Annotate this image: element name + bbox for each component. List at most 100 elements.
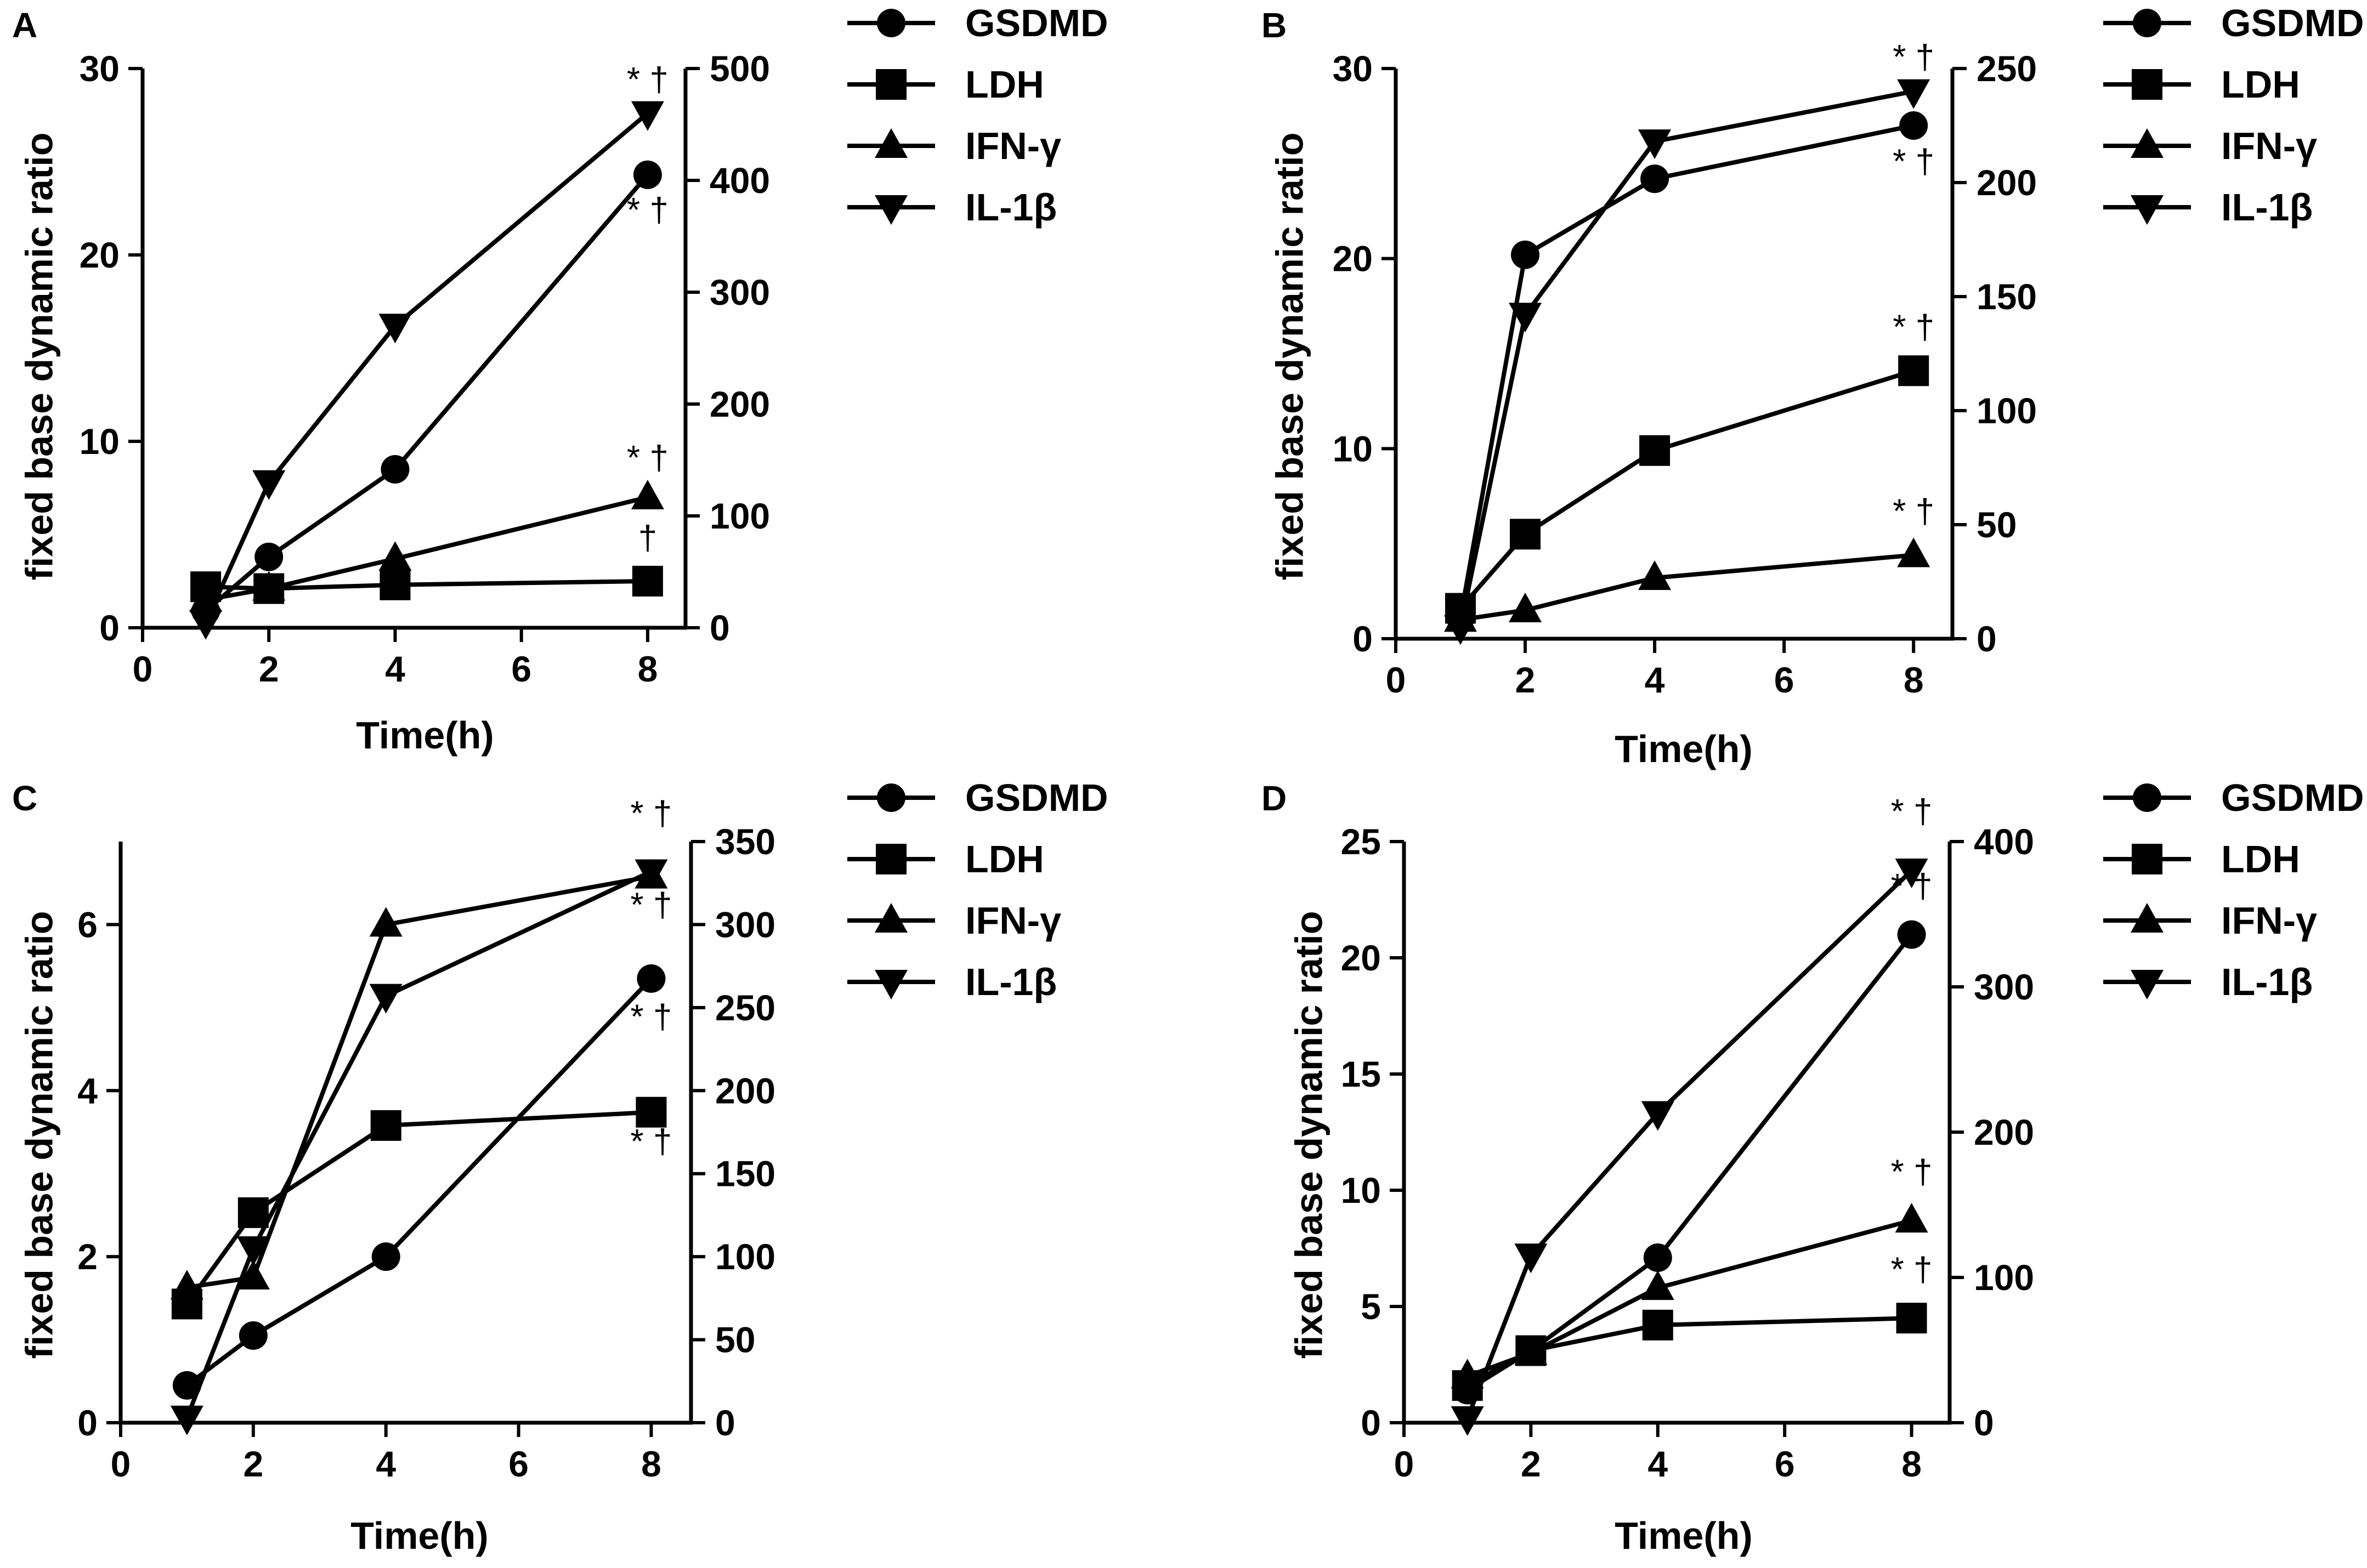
y-axis-label: fixed base dynamic ratio: [1287, 911, 1330, 1359]
x-tick-label: 4: [1645, 660, 1665, 700]
y-tick-label-right: 350: [715, 821, 775, 862]
y-tick-label-left: 6: [77, 904, 98, 945]
legend-marker: [875, 903, 908, 933]
data-point-il-1beta: [1641, 1101, 1674, 1131]
data-point-il-1beta: [170, 1405, 203, 1435]
y-tick-label-right: 50: [715, 1320, 755, 1360]
legend-marker: [2132, 844, 2162, 874]
data-point-ldh: [1896, 1303, 1927, 1334]
data-point-ifn-gamma: [252, 571, 286, 601]
legend-marker: [2132, 69, 2162, 100]
legend-marker: [877, 783, 905, 812]
y-tick-label-left: 30: [1333, 48, 1373, 89]
x-tick-label: 8: [1901, 1444, 1922, 1484]
data-point-gsdmd: [1643, 1243, 1672, 1272]
y-tick-label-left: 0: [77, 1402, 98, 1443]
y-tick-label-right: 500: [710, 48, 770, 89]
series-line-ifn-gamma: [186, 874, 652, 1290]
data-point-gsdmd: [371, 1242, 400, 1271]
y-tick-label-right: 100: [710, 496, 770, 536]
significance-annotation: * †: [1893, 493, 1934, 531]
y-tick-label-right: 400: [1974, 821, 2034, 862]
series-line-gsdmd: [1458, 123, 1914, 618]
data-point-gsdmd: [254, 542, 284, 571]
y-tick-label-right: 200: [1974, 1112, 2034, 1152]
legend-label: LDH: [2221, 838, 2300, 880]
y-tick-label-right: 300: [715, 904, 775, 945]
y-tick-label-right: 400: [710, 160, 770, 201]
y-tick-label-left: 20: [80, 235, 120, 275]
data-point-ifn-gamma: [1895, 1203, 1928, 1233]
x-tick-label: 0: [1394, 1444, 1414, 1484]
y-tick-label-right: 250: [715, 987, 775, 1028]
significance-annotation: * †: [631, 886, 672, 924]
panel-label-c: C: [12, 779, 37, 818]
significance-annotation: * †: [631, 795, 672, 833]
legend-label: IFN-γ: [2221, 899, 2317, 942]
x-axis-label: Time(h): [350, 1514, 489, 1557]
x-tick-label: 2: [259, 649, 279, 689]
data-point-gsdmd: [381, 455, 410, 484]
series-line-ldh: [205, 579, 648, 591]
y-tick-label-left: 10: [80, 421, 120, 462]
x-tick-label: 2: [244, 1444, 264, 1484]
significance-annotation: * †: [1891, 793, 1933, 831]
legend-label: LDH: [965, 63, 1044, 106]
legend-marker: [875, 128, 908, 158]
series-line-ifn-gamma: [1466, 1218, 1912, 1378]
data-point-il-1beta: [1514, 1243, 1548, 1274]
x-tick-label: 8: [641, 1444, 661, 1484]
data-point-ifn-gamma: [1641, 1270, 1674, 1300]
legend-label: IL-1β: [965, 961, 1057, 1003]
y-tick-label-right: 0: [1977, 618, 1997, 659]
data-point-ldh: [370, 1110, 401, 1141]
data-point-ifn-gamma: [1897, 537, 1930, 567]
legend-marker: [2133, 9, 2161, 37]
data-point-il-1beta: [236, 1236, 270, 1266]
y-tick-label-left: 20: [1341, 938, 1381, 978]
series-line-il-1beta: [1458, 89, 1914, 628]
x-tick-label: 8: [638, 649, 658, 689]
data-point-ldh: [237, 1197, 269, 1228]
data-point-il-1beta: [1897, 79, 1930, 109]
y-tick-label-left: 5: [1361, 1286, 1381, 1327]
x-tick-label: 0: [133, 649, 153, 689]
x-tick-label: 6: [508, 1444, 529, 1484]
data-point-il-1beta: [1444, 615, 1477, 645]
significance-annotation: * †: [1891, 867, 1933, 905]
y-tick-label-left: 15: [1341, 1054, 1381, 1094]
legend-marker: [876, 69, 907, 100]
panel-b: B 0 2 4 6 8 0 10 20 30 0 50 100 150 200 250 Time(h) fixed…: [1261, 2, 2364, 770]
legend-marker: [875, 970, 908, 999]
panel-label-b: B: [1261, 5, 1287, 45]
data-point-gsdmd: [1897, 920, 1926, 949]
significance-annotation: †: [638, 519, 657, 557]
data-point-ldh: [632, 566, 663, 596]
data-point-ifn-gamma: [369, 907, 403, 937]
series-line-ldh: [185, 1110, 652, 1305]
x-tick-label: 2: [1521, 1444, 1541, 1484]
legend-marker: [875, 195, 908, 225]
y-tick-label-left: 0: [99, 607, 120, 648]
y-tick-label-left: 4: [77, 1070, 98, 1111]
data-point-il-1beta: [1895, 859, 1928, 888]
data-point-ldh: [1510, 519, 1541, 550]
legend-marker: [876, 844, 907, 874]
legend-label: IL-1β: [2221, 186, 2313, 229]
legend-label: IFN-γ: [965, 899, 1061, 942]
legend-label: IFN-γ: [965, 124, 1061, 167]
y-axis-label: fixed base dynamic ratio: [18, 911, 60, 1359]
significance-annotation: * †: [631, 1123, 672, 1161]
x-axis-label: Time(h): [1615, 1514, 1753, 1557]
data-point-ldh: [380, 569, 411, 600]
legend-label: LDH: [2221, 63, 2300, 106]
legend-label: LDH: [965, 838, 1044, 880]
y-tick-label-right: 100: [715, 1236, 775, 1277]
series-line-ldh: [1466, 1316, 1912, 1388]
series-line-il-1beta: [1465, 869, 1913, 1419]
y-axis-label: fixed base dynamic ratio: [1268, 133, 1311, 581]
x-tick-label: 0: [111, 1444, 131, 1484]
legend-label: GSDMD: [2221, 776, 2364, 819]
y-tick-label-right: 200: [1977, 162, 2037, 203]
data-point-il-1beta: [635, 859, 668, 889]
